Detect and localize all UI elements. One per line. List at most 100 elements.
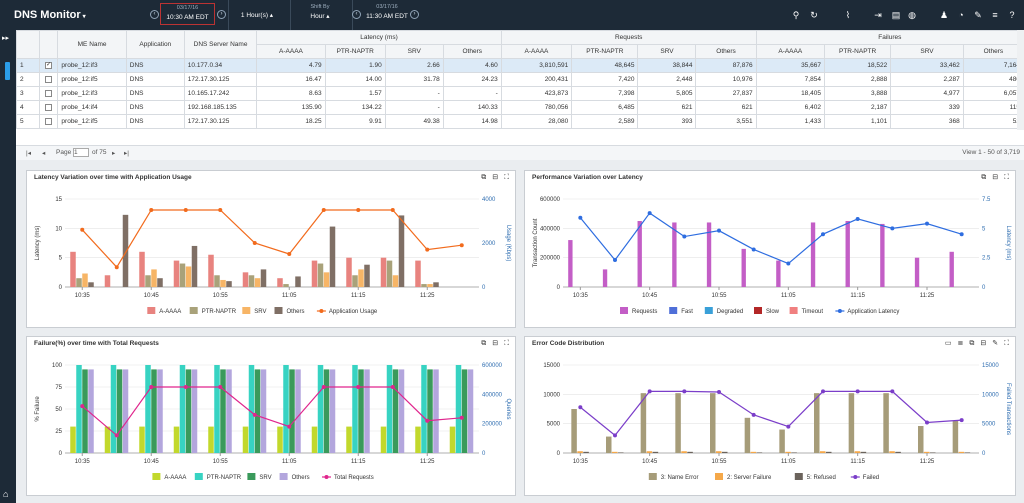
panel-title: Failure(%) over time with Total Requests [34,340,159,347]
table-scrollbar[interactable] [1017,30,1024,130]
col-sub-header[interactable]: PTR-NAPTR [324,44,386,59]
col-sub-header[interactable]: PTR-NAPTR [823,44,892,59]
expand-icon[interactable]: ⛶ [1004,340,1009,347]
expand-nav-icon[interactable]: ▸▸ [2,35,10,42]
col-sub-header[interactable]: A-AAAA [755,44,825,59]
col-sub-header[interactable]: A-AAAA [500,44,573,59]
col-sub-header[interactable]: A-AAAA [256,44,326,59]
bar-a-aaaa [380,426,387,453]
minimize-icon[interactable]: ⊟ [980,340,987,347]
layout-icon[interactable]: ▤ [891,10,901,20]
bar-3-name-error [675,393,681,453]
x-tick-label: 11:25 [420,459,435,465]
last-page-button[interactable]: ▸| [124,150,129,157]
search-icon[interactable]: ⚲ [792,10,800,20]
copy-icon[interactable]: ⧉ [981,174,987,181]
bar-2-server-failure [854,451,861,453]
bar-2-server-failure [646,451,653,453]
series-line [81,209,462,269]
legend-label: Requests [632,309,657,315]
x-tick-label: 10:55 [711,459,727,465]
legend-swatch [789,307,798,314]
table-cell: DNS [125,100,185,115]
col-sub-header[interactable]: SRV [384,44,444,59]
col-me-name[interactable]: ME Name [57,30,127,59]
legend-label: PTR-NAPTR [202,309,237,315]
end-time[interactable]: 03/17/16 11:30 AM EDT [366,4,408,20]
col-sub-header[interactable]: PTR-NAPTR [571,44,639,59]
minimize-icon[interactable]: ⊟ [492,174,499,181]
export-icon[interactable]: ⇥ [874,10,882,20]
row-checkbox[interactable] [38,100,59,115]
pie-icon[interactable]: ◔ [958,10,964,20]
x-tick-label: 10:55 [711,293,727,299]
table-cell: 6,485 [571,100,639,115]
end-time-prev-icon[interactable]: ‹ [352,10,361,19]
col-sub-header[interactable]: SRV [637,44,697,59]
user-settings-icon[interactable]: ♟ [939,10,949,20]
nav-item-selected[interactable] [5,62,10,80]
refresh-icon[interactable]: ↻ [810,10,818,20]
edit-icon[interactable]: ✎ [992,340,999,347]
table-cell: 10,976 [695,72,757,87]
start-time[interactable]: 03/17/16 10:30 AM EDT [160,3,215,25]
prev-time-button[interactable]: ‹ [150,10,159,19]
globe-icon[interactable]: ◍ [908,10,916,20]
app-title[interactable]: DNS Monitor ▾ [14,9,86,21]
table-row[interactable]: 1 ✓ probe_12:if3 DNS 10.177.0.34 4.79 1.90 2.66… [16,58,1024,73]
bar-5-refused [895,451,901,453]
menu-icon[interactable]: ≡ [992,10,998,20]
row-checkbox[interactable] [38,86,59,101]
table-row[interactable]: 2 probe_12:if5 DNS 172.17.30.125 16.47 14.00 3… [16,72,1024,87]
copy-icon[interactable]: ⧉ [481,174,487,181]
bar-a-aaaa [449,426,456,453]
expand-icon[interactable]: ⛶ [1004,174,1009,181]
minimize-icon[interactable]: ⊟ [992,174,999,181]
table-view-icon[interactable]: ▭ [944,340,952,347]
shift-by-select[interactable]: Shift By Hour ▴ [310,4,330,20]
minimize-icon[interactable]: ⊟ [492,340,499,347]
legend-marker [837,309,842,313]
line-point [287,252,292,256]
next-time-button[interactable]: › [410,10,419,19]
prev-page-button[interactable]: ◂ [42,150,46,157]
col-sub-header[interactable]: Others [962,44,1024,59]
table-cell: 134.22 [324,100,386,115]
table-cell: 480 [962,72,1024,87]
bar-srv [392,369,399,453]
bar-a-aaaa [208,254,214,287]
list-icon[interactable]: ≣ [957,340,964,347]
page-input[interactable]: 1 [73,148,89,157]
start-time-next-icon[interactable]: › [217,10,226,19]
row-checkbox[interactable] [38,72,59,87]
expand-icon[interactable]: ⛶ [504,174,509,181]
bar-ptr-naptr [283,284,289,287]
table-row[interactable]: 5 probe_12:if5 DNS 172.17.30.125 18.25 9.91 49… [16,114,1024,129]
row-checkbox[interactable]: ✓ [38,58,59,73]
pulse-icon[interactable]: ⌇ [845,10,851,20]
copy-icon[interactable]: ⧉ [481,340,487,347]
notes-icon[interactable]: ✎ [974,10,982,20]
copy-icon[interactable]: ⧉ [969,340,975,347]
left-nav: ▸▸ ⌂ [0,30,16,503]
y2-tick-label: 200000 [482,422,503,428]
expand-icon[interactable]: ⛶ [504,340,509,347]
table-row[interactable]: 4 probe_14:if4 DNS 192.168.185.135 135.90 134… [16,100,1024,115]
y2-tick-label: 10000 [982,392,999,398]
home-icon[interactable]: ⌂ [3,489,9,499]
row-checkbox[interactable] [38,114,59,129]
table-row[interactable]: 3 probe_12:if3 DNS 10.165.17.242 8.63 1.57- -4… [16,86,1024,101]
help-icon[interactable]: ? [1009,10,1015,20]
table-cell: 2,187 [823,100,892,115]
col-sub-header[interactable]: Others [695,44,757,59]
col-application[interactable]: Application [125,30,185,59]
y2-tick-label: 0 [982,285,986,291]
first-page-button[interactable]: |◂ [26,150,31,157]
col-sub-header[interactable]: SRV [890,44,964,59]
line-point [183,385,188,389]
interval-select[interactable]: 1 Hour(s) ▴ [240,12,274,19]
next-page-button[interactable]: ▸ [112,150,116,157]
bar-5-refused [964,452,971,453]
col-sub-header[interactable]: Others [442,44,502,59]
col-dns-server[interactable]: DNS Server Name [183,30,258,59]
